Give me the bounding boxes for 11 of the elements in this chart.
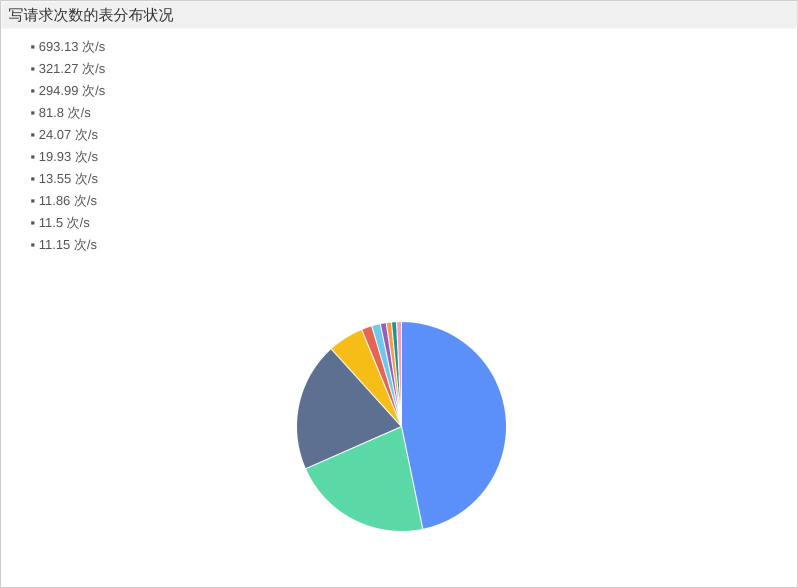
text: 写请求次数的表分布状况 [8, 7, 174, 24]
text: ▪ 19.93 次/s [30, 149, 98, 164]
text: ▪ 11.15 次/s [30, 237, 98, 252]
text: ▪ 13.55 次/s [30, 171, 98, 186]
text: ▪ 321.27 次/s [30, 61, 106, 76]
text: ▪ 24.07 次/s [30, 127, 98, 142]
text: ▪ 11.5 次/s [30, 215, 90, 230]
text: ▪ 294.99 次/s [30, 83, 106, 98]
text: ▪ 81.8 次/s [30, 105, 92, 120]
text: ▪ 693.13 次/s [30, 39, 106, 54]
text: ▪ 11.86 次/s [30, 193, 98, 208]
